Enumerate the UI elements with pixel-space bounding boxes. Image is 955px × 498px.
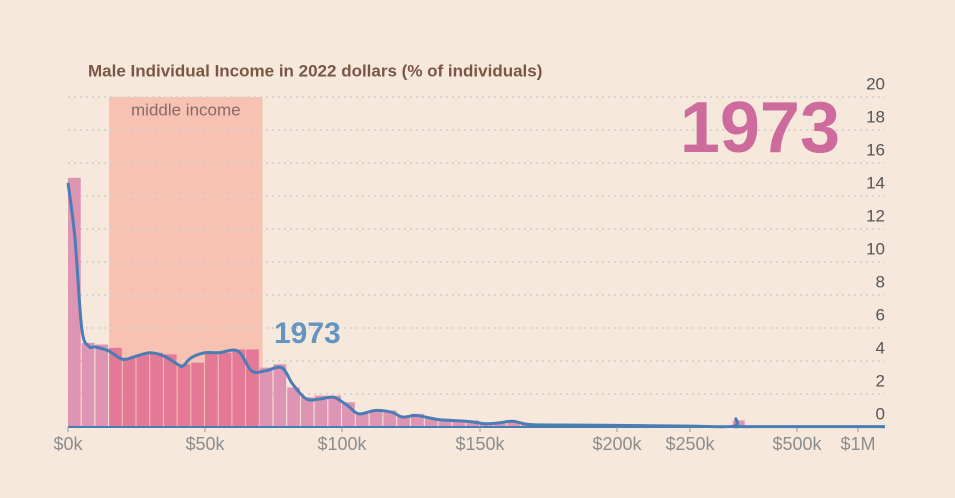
bar [246, 349, 259, 427]
y-tick-label: 14 [866, 173, 885, 192]
bar [205, 352, 218, 427]
bar [68, 177, 81, 427]
bar [424, 418, 438, 427]
y-tick-label: 8 [876, 272, 885, 291]
bar [81, 342, 95, 427]
x-tick-label: $150k [455, 434, 505, 454]
bar [150, 352, 163, 427]
bar [328, 395, 341, 427]
bar [383, 410, 397, 427]
middle-income-label: middle income [131, 100, 241, 119]
bar [493, 423, 507, 427]
bar [232, 349, 246, 427]
y-tick-label: 6 [876, 305, 885, 324]
bar [191, 362, 204, 427]
y-tick-label: 12 [866, 206, 885, 225]
bar [369, 410, 383, 427]
x-tick-label: $1M [840, 434, 875, 454]
x-tick-label: $500k [772, 434, 822, 454]
year-label: 1973 [680, 88, 840, 168]
bar [273, 364, 287, 427]
y-tick-label: 10 [866, 239, 885, 258]
bar [122, 357, 136, 427]
y-tick-label: 4 [876, 338, 885, 357]
bar [314, 395, 328, 427]
bar [177, 364, 191, 427]
bar [300, 397, 314, 427]
line-label: 1973 [274, 317, 341, 350]
x-tick-label: $50k [185, 434, 225, 454]
x-tick-label: $0k [53, 434, 83, 454]
y-tick-label: 16 [866, 140, 885, 159]
y-tick-label: 0 [876, 404, 885, 423]
bar [466, 420, 479, 427]
bar [287, 387, 300, 427]
x-tick-label: $250k [665, 434, 715, 454]
x-tick-label: $200k [592, 434, 642, 454]
bar [438, 418, 452, 427]
bar [218, 352, 232, 427]
bar [163, 354, 177, 427]
y-tick-label: 2 [876, 371, 885, 390]
bar [480, 423, 493, 427]
bar [259, 367, 273, 427]
x-tick-label: $100k [317, 434, 367, 454]
y-tick-label: 20 [866, 74, 885, 93]
bar [452, 420, 466, 427]
bar [397, 415, 410, 427]
density-line [66, 182, 885, 429]
chart-title: Male Individual Income in 2022 dollars (… [88, 61, 542, 80]
bar [109, 347, 122, 427]
bar [136, 354, 150, 427]
bar [507, 422, 521, 427]
y-tick-label: 18 [866, 107, 885, 126]
bar [95, 344, 109, 427]
bar [355, 413, 369, 427]
